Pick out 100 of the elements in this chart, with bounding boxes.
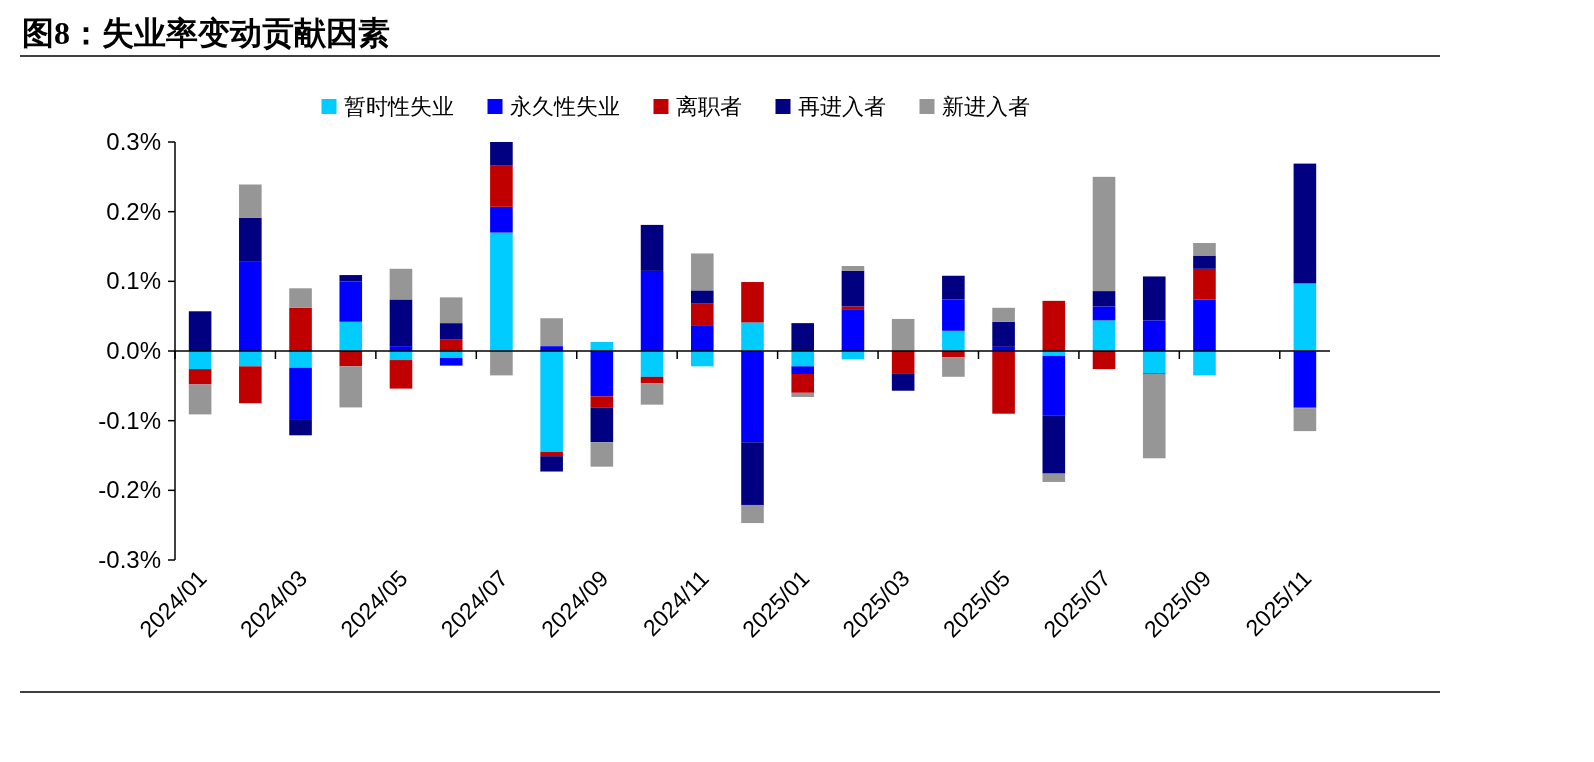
bar (389, 360, 413, 389)
bar (339, 366, 363, 408)
y-tick-label: 0.2% (106, 197, 161, 225)
bar (389, 299, 413, 347)
bar (1042, 355, 1066, 416)
bar (439, 297, 463, 324)
bar (640, 383, 664, 405)
bar (188, 384, 212, 415)
bar (942, 299, 965, 331)
bar (1293, 283, 1317, 351)
legend-label: 永久性失业 (509, 94, 620, 119)
bar (640, 376, 664, 384)
bar (339, 281, 363, 322)
bar (1042, 473, 1066, 482)
bar (490, 206, 513, 233)
bar (1293, 408, 1317, 432)
bar (289, 288, 312, 308)
y-tick-label: 0.0% (106, 337, 161, 364)
bar (540, 456, 563, 472)
y-tick-label: -0.1% (98, 406, 161, 434)
bar (289, 419, 312, 436)
bar (1142, 373, 1166, 459)
bar (942, 275, 965, 300)
bar (1142, 351, 1166, 374)
bar (741, 282, 764, 323)
bar (1092, 306, 1116, 321)
bar (289, 367, 312, 420)
bar (540, 318, 563, 347)
bar (1193, 351, 1216, 376)
bar (841, 270, 865, 307)
bar (841, 306, 865, 310)
bar (690, 253, 714, 291)
bar (339, 321, 363, 351)
bar (490, 351, 513, 376)
bar (791, 351, 815, 367)
legend-label: 新进入者 (941, 94, 1030, 119)
bar (690, 303, 714, 326)
bar (490, 232, 513, 351)
bar (1293, 351, 1317, 408)
bar (1193, 299, 1216, 351)
bar (841, 266, 865, 271)
y-tick-label: 0.3% (106, 128, 161, 155)
bar (690, 325, 714, 351)
bar (992, 351, 1015, 414)
bar (741, 322, 764, 351)
bar (891, 351, 915, 374)
bar (1092, 291, 1116, 307)
bar (640, 351, 664, 377)
bar (690, 351, 714, 367)
bar (942, 357, 965, 377)
bar (239, 217, 262, 262)
bar (841, 309, 865, 351)
bar (490, 142, 513, 166)
bar (1092, 351, 1116, 370)
bar (490, 165, 513, 207)
bar (791, 373, 815, 393)
bar (1193, 255, 1216, 269)
bar (289, 307, 312, 351)
chart-title: 图8：失业率变动贡献因素 (22, 15, 390, 51)
bar (1193, 268, 1216, 300)
bar (640, 224, 664, 271)
bar (188, 311, 212, 351)
bar (188, 351, 212, 370)
bar (992, 321, 1015, 347)
bar (942, 330, 965, 351)
bar (339, 275, 363, 282)
bar (540, 452, 563, 457)
bar (1042, 300, 1066, 351)
bar (389, 268, 413, 300)
y-tick-label: -0.3% (98, 546, 161, 573)
bar (239, 261, 262, 351)
bar (439, 357, 463, 366)
bar (590, 442, 614, 467)
bar (1092, 176, 1116, 292)
bar (791, 366, 815, 374)
bar (741, 442, 764, 505)
bar (1142, 320, 1166, 351)
bar (741, 351, 764, 443)
y-tick-label: 0.1% (106, 267, 161, 295)
bar (1193, 243, 1216, 256)
bar (239, 351, 262, 367)
bar (188, 369, 212, 385)
legend-label: 再进入者 (797, 94, 886, 119)
bar (339, 351, 363, 367)
bar (590, 407, 614, 443)
bar (891, 373, 915, 391)
bar (891, 318, 915, 351)
bar (1092, 320, 1116, 351)
bar (791, 323, 815, 351)
bar (239, 184, 262, 218)
bar (540, 351, 563, 453)
bar (690, 290, 714, 304)
bar (439, 339, 463, 351)
y-tick-label: -0.2% (98, 476, 161, 504)
bar (1293, 163, 1317, 284)
bar (239, 366, 262, 404)
legend-label: 暂时性失业 (343, 94, 454, 119)
bar (741, 504, 764, 524)
bar (791, 392, 815, 397)
bar (590, 351, 614, 397)
